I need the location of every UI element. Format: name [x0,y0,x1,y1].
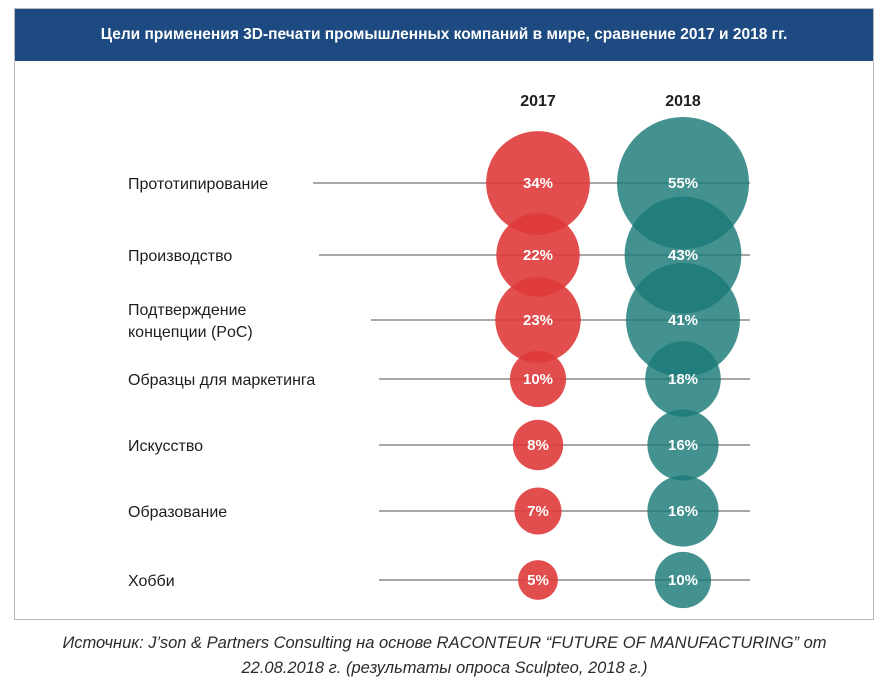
data-label-2018: 16% [668,503,698,520]
chart-title-bar: Цели применения 3D-печати промышленных к… [15,9,873,61]
category-label: Подтверждение концепции (PoC) [128,302,253,341]
data-label-2018: 18% [668,371,698,388]
bubble-2018 [626,263,740,377]
bubble-2018 [647,409,719,481]
data-label-2017: 22% [523,247,553,264]
data-label-2017: 23% [523,312,553,329]
source-line-2: 22.08.2018 г. (результаты опроса Sculpte… [241,659,648,677]
data-label-2017: 7% [527,503,549,520]
bubble-2017 [512,419,564,471]
bubble-chart: 2017 2018 Прототипирование Производство Подт… [128,93,750,609]
data-label-2017: 5% [527,572,549,589]
bubble-2018 [647,475,719,547]
data-label-2018: 10% [668,572,698,589]
data-label-2017: 8% [527,437,549,454]
chart-frame: Цели применения 3D-печати промышленных к… [14,8,874,620]
data-label-2017: 34% [523,175,553,192]
source-line-1: Источник: J’son & Partners Consulting на… [62,634,827,652]
data-label-2018: 16% [668,437,698,454]
data-label-2018: 41% [668,312,698,329]
bubble-2017 [486,131,590,235]
data-label-2018: 43% [668,247,698,264]
chart-title: Цели применения 3D-печати промышленных к… [100,26,788,43]
category-label: Производство [128,248,232,265]
category-label: Хобби [128,573,175,590]
category-label: Образование [128,504,227,521]
bubble-2018 [654,551,712,609]
bubble-2017 [496,213,580,297]
data-label-2018: 55% [668,175,698,192]
bubble-2017 [514,487,562,535]
category-label: Искусство [128,438,203,455]
category-label: Прототипирование [128,176,268,193]
source-note: Источник: J’son & Partners Consulting на… [0,631,889,681]
category-label: Образцы для маркетинга [128,372,315,389]
bubble-2018 [645,341,721,417]
bubble-2017 [518,560,558,600]
bubble-2017 [495,277,581,363]
data-label-2017: 10% [523,371,553,388]
bubble-2017 [509,350,567,408]
year-header-2018: 2018 [665,93,701,110]
year-header-2017: 2017 [520,93,556,110]
